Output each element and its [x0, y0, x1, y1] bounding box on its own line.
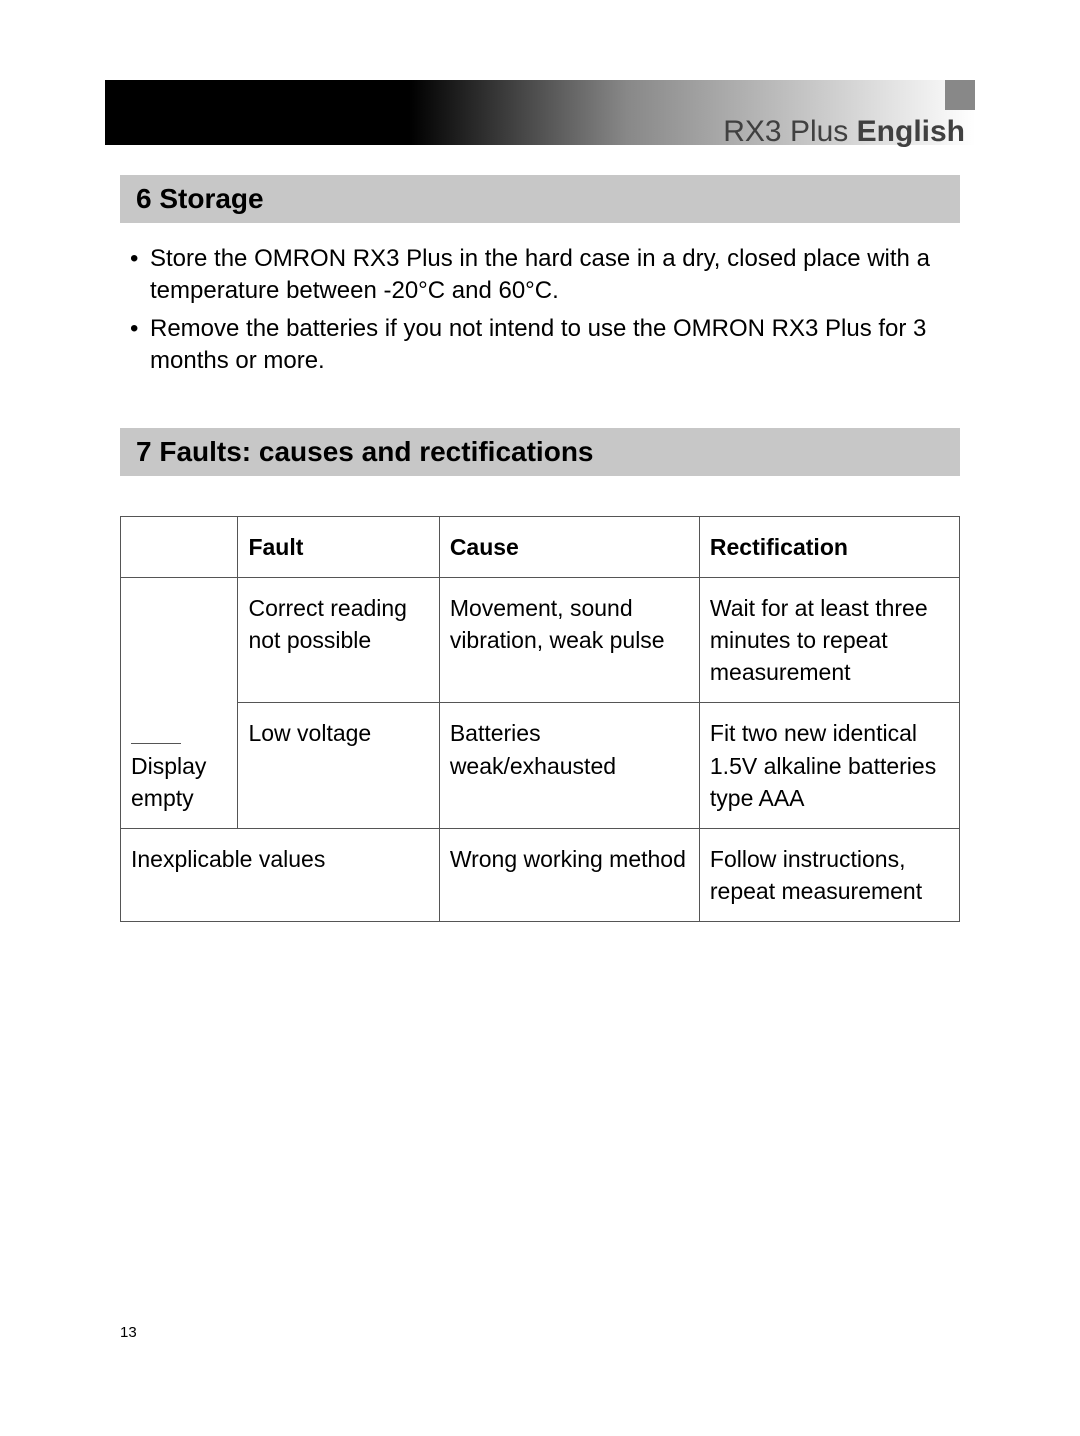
- table-header-fault: Fault: [238, 516, 439, 577]
- section-heading-faults: 7 Faults: causes and rectifications: [120, 428, 960, 476]
- product-name: RX3 Plus: [723, 115, 848, 148]
- list-item: Remove the batteries if you not intend t…: [130, 313, 960, 378]
- display-empty-label: Display empty: [131, 753, 206, 811]
- table-header-row: Fault Cause Rectification: [121, 516, 960, 577]
- list-item: Store the OMRON RX3 Plus in the hard cas…: [130, 243, 960, 308]
- table-cell: Wrong working method: [439, 828, 699, 921]
- table-cell: Follow instructions, repeat measurement: [699, 828, 959, 921]
- divider-line: [131, 743, 181, 744]
- table-cell-merged: Inexplicable values: [121, 828, 440, 921]
- table-cell: [121, 577, 238, 703]
- table-cell: Movement, sound vibration, weak pulse: [439, 577, 699, 703]
- page-number: 13: [120, 1324, 137, 1341]
- page-content: 6 Storage Store the OMRON RX3 Plus in th…: [120, 175, 960, 922]
- table-header-empty: [121, 516, 238, 577]
- table-cell: Display empty: [121, 703, 238, 829]
- table-cell: Wait for at least three minutes to repea…: [699, 577, 959, 703]
- faults-section: 7 Faults: causes and rectifications Faul…: [120, 428, 960, 923]
- language-label: English: [857, 115, 965, 148]
- table-cell: Fit two new identical 1.5V alkaline batt…: [699, 703, 959, 829]
- corner-square: [945, 80, 975, 110]
- document-title: RX3 Plus English: [723, 115, 965, 149]
- storage-bullet-list: Store the OMRON RX3 Plus in the hard cas…: [120, 243, 960, 378]
- table-row: Inexplicable values Wrong working method…: [121, 828, 960, 921]
- faults-table: Fault Cause Rectification Correct readin…: [120, 516, 960, 923]
- table-header-cause: Cause: [439, 516, 699, 577]
- table-cell: Batteries weak/exhausted: [439, 703, 699, 829]
- table-row: Correct reading not possible Movement, s…: [121, 577, 960, 703]
- section-heading-storage: 6 Storage: [120, 175, 960, 223]
- table-cell: Low voltage: [238, 703, 439, 829]
- table-row: Display empty Low voltage Batteries weak…: [121, 703, 960, 829]
- table-cell: Correct reading not possible: [238, 577, 439, 703]
- table-header-rectification: Rectification: [699, 516, 959, 577]
